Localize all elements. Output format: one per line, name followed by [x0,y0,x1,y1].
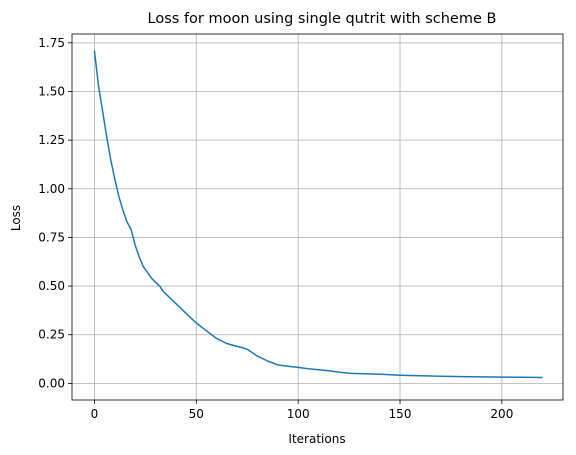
x-tick-label: 150 [389,407,412,421]
grid [72,34,563,400]
y-tick-label: 0.25 [38,328,65,342]
y-tick-label: 0.50 [38,279,65,293]
y-axis: 0.00 0.25 0.50 0.75 1.00 1.25 1.50 1.75 [38,36,72,390]
y-tick-label: 1.50 [38,84,65,98]
y-tick-label: 0.00 [38,376,65,390]
x-axis: 0 50 100 150 200 [91,400,513,421]
x-tick-label: 0 [91,407,99,421]
x-axis-label: Iterations [288,432,345,446]
x-tick-label: 100 [287,407,310,421]
y-tick-label: 1.00 [38,182,65,196]
y-tick-label: 0.75 [38,230,65,244]
y-axis-label: Loss [9,205,23,231]
x-tick-label: 50 [189,407,204,421]
plot-lines [93,50,543,379]
x-tick-label: 200 [490,407,513,421]
y-tick-label: 1.75 [38,36,65,50]
loss-series-line [93,50,543,379]
y-tick-label: 1.25 [38,133,65,147]
chart-title: Loss for moon using single qutrit with s… [148,11,497,27]
plot-frame [71,33,564,401]
